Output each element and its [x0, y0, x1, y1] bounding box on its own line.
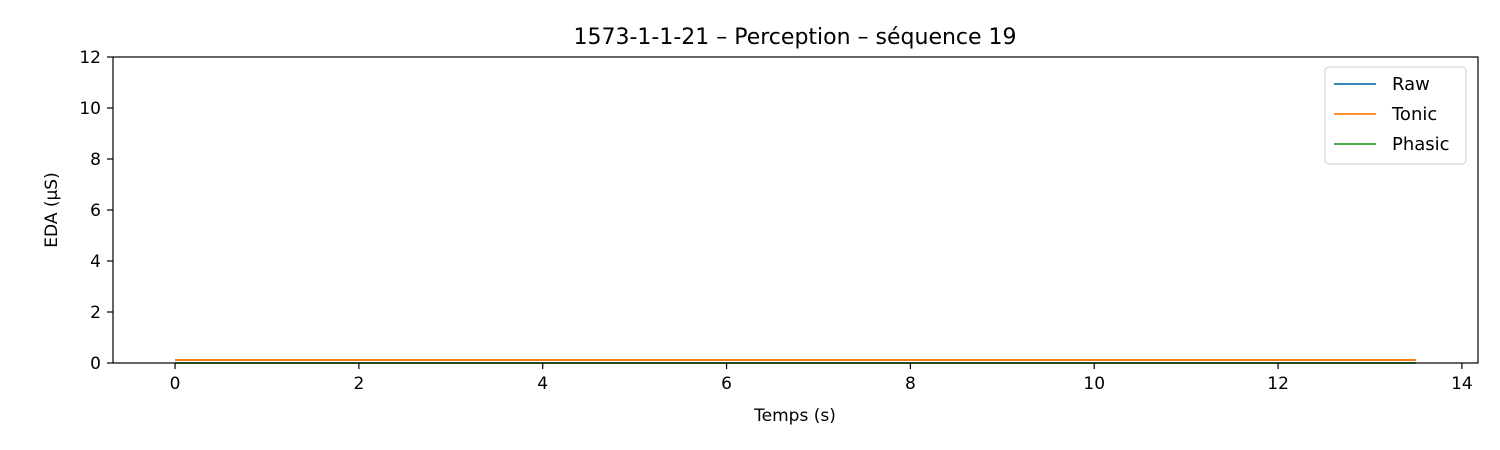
legend-items: Raw Tonic Phasic	[1334, 74, 1450, 155]
y-axis-label: EDA (µS)	[42, 172, 62, 247]
legend-label-raw: Raw	[1392, 74, 1430, 95]
plot-frame	[113, 57, 1478, 363]
y-tick-label: 0	[90, 354, 101, 374]
plot-area	[112, 56, 1479, 364]
y-tick-label: 4	[90, 252, 101, 272]
y-tick-label: 8	[90, 150, 101, 170]
legend-label-tonic: Tonic	[1391, 104, 1437, 125]
y-tick-label: 10	[79, 99, 101, 119]
y-axis-ticks: 0 2 4 6 8 10 12	[79, 48, 113, 374]
y-tick-label: 12	[79, 48, 101, 68]
x-tick-label: 2	[353, 374, 364, 394]
y-tick-label: 2	[90, 303, 101, 323]
x-axis-ticks: 0 2 4 6 8 10 12 14	[170, 363, 1473, 394]
x-tick-label: 8	[905, 374, 916, 394]
x-axis-label: Temps (s)	[753, 406, 836, 426]
x-tick-label: 12	[1267, 374, 1289, 394]
x-tick-label: 0	[170, 374, 181, 394]
chart-title: 1573-1-1-21 – Perception – séquence 19	[573, 25, 1016, 50]
x-tick-label: 14	[1451, 374, 1473, 394]
x-tick-label: 10	[1083, 374, 1105, 394]
y-tick-label: 6	[90, 201, 101, 221]
legend: Raw Tonic Phasic	[1324, 66, 1467, 165]
x-tick-label: 4	[537, 374, 548, 394]
legend-label-phasic: Phasic	[1392, 134, 1450, 155]
legend-box	[1324, 66, 1467, 165]
x-tick-label: 6	[721, 374, 732, 394]
